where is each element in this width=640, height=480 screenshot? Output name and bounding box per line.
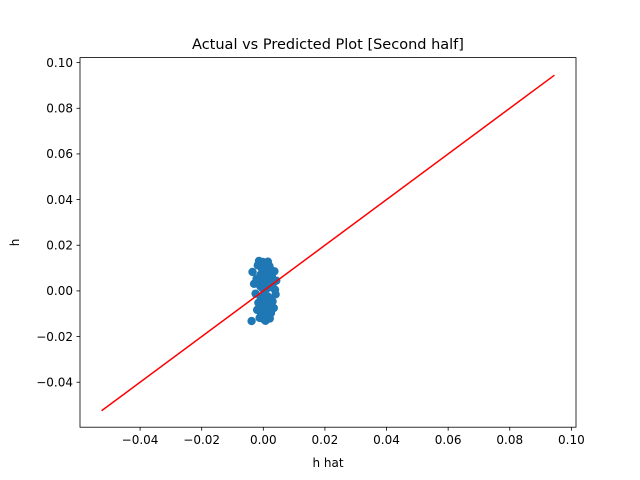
x-axis-ticks: −0.04 −0.02 0.00 0.02 0.04 0.06 0.08 0.10 [122,427,585,447]
y-tick-label: 0.06 [46,147,73,161]
x-tick-label: −0.04 [122,433,159,447]
x-tick-label: 0.08 [496,433,523,447]
y-tick-label: −0.04 [36,376,73,390]
scatter-point [248,267,257,277]
x-tick-label: 0.00 [250,433,277,447]
y-tick-label: 0.04 [46,193,73,207]
y-tick-label: 0.00 [46,284,73,298]
y-tick-label: 0.10 [46,56,73,70]
y-axis-ticks: −0.04 −0.02 0.00 0.02 0.04 0.06 0.08 0.10 [36,56,80,390]
scatter-point [270,267,279,276]
x-tick-label: 0.04 [373,433,400,447]
plot-frame [79,57,577,428]
scatter-point [271,290,280,299]
y-tick-label: −0.02 [36,330,73,344]
scatter-point [268,297,277,306]
x-tick-label: 0.02 [312,433,339,447]
y-tick-label: 0.08 [46,102,73,116]
scatter-point [247,316,256,326]
x-tick-label: 0.06 [435,433,462,447]
x-tick-label: 0.10 [558,433,585,447]
chart-title: Actual vs Predicted Plot [Second half] [192,37,464,53]
x-tick-label: −0.02 [183,433,220,447]
y-tick-label: 0.02 [46,239,73,253]
y-axis-label: h [8,239,22,247]
chart-marks [101,74,555,412]
scatter-point [269,303,278,313]
x-axis-label: h hat [312,456,343,470]
identity-line [101,74,555,412]
